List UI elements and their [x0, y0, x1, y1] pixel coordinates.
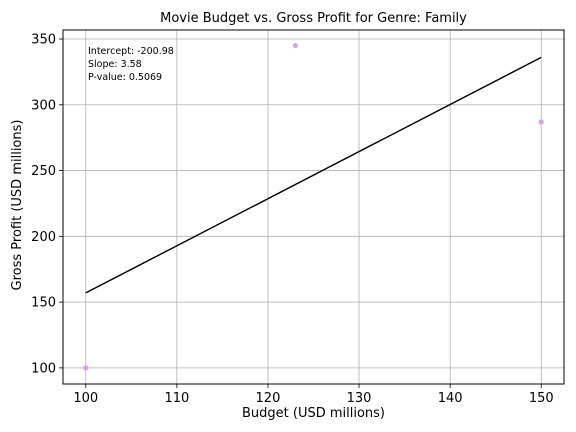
scatter-point: [83, 365, 89, 371]
x-tick-label: 130: [347, 391, 372, 406]
stats-annotation-line: Intercept: -200.98: [88, 46, 174, 57]
stats-annotation-line: P-value: 0.5069: [88, 72, 162, 83]
y-tick-label: 350: [31, 33, 56, 48]
y-tick-label: 250: [31, 164, 56, 179]
y-axis-label: Gross Profit (USD millions): [10, 120, 25, 291]
x-tick-label: 140: [438, 391, 463, 406]
stats-annotation-line: Slope: 3.58: [88, 59, 142, 70]
y-tick-label: 300: [31, 98, 56, 113]
grid: [63, 30, 564, 384]
x-axis-label: Budget (USD millions): [242, 406, 385, 421]
x-axis-ticks: 100 110 120 130 140 150: [73, 384, 554, 406]
regression-group: [85, 56, 542, 294]
x-tick-label: 120: [256, 391, 281, 406]
regression-line: [85, 56, 542, 294]
scatter-point: [292, 42, 298, 49]
stats-annotation: Intercept: -200.98 Slope: 3.58 P-value: 0.…: [88, 46, 174, 83]
plot-frame: [62, 29, 565, 385]
scatter-point: [538, 119, 544, 125]
chart-title: Movie Budget vs. Gross Profit for Genre:…: [160, 11, 467, 26]
y-tick-label: 200: [31, 230, 56, 245]
x-tick-label: 150: [529, 391, 554, 406]
x-tick-label: 100: [73, 391, 98, 406]
y-axis-ticks: 100 150 200 250 300 350: [31, 33, 63, 376]
x-tick-label: 110: [164, 391, 189, 406]
y-tick-label: 100: [31, 361, 56, 376]
data-points: [83, 42, 544, 371]
y-tick-label: 150: [31, 296, 56, 311]
